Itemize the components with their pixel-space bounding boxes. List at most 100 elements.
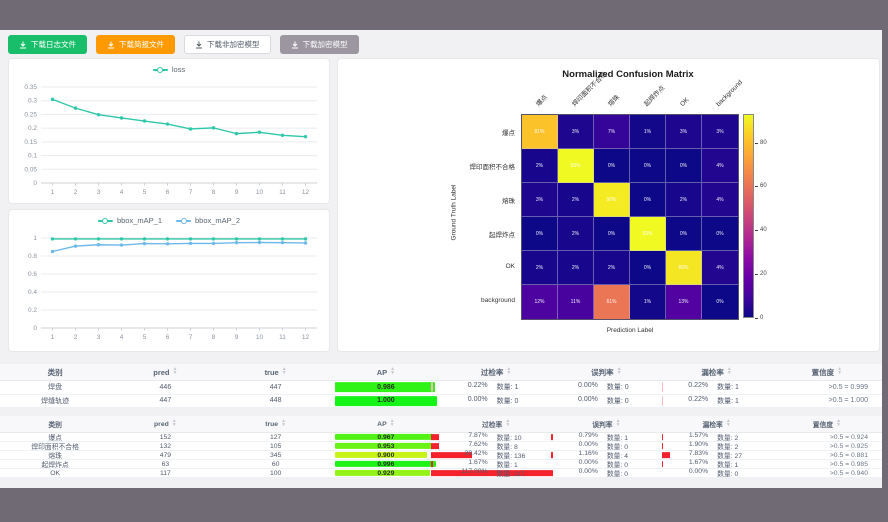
sort-caret-icon[interactable]: ▲ ▼ — [172, 366, 178, 376]
rate-value: 0.00% 数量: 0 — [578, 459, 629, 469]
ap-value: 0.967 — [377, 433, 395, 441]
table-row: 焊缝轨迹 447 448 1.000 0.00% 数量: 0 0.00% 数量: 0 0.22%… — [0, 395, 882, 408]
results-table-1: 类别 pred ▲ ▼ true ▲ ▼ AP ▲ ▼ 过检率 ▲ ▼ 误判率 ▲ ▼ 漏检率 ▲ ▼ 置信度 ▲ ▼ 焊盘… — [0, 363, 882, 408]
matrix-cell: 0% — [630, 183, 666, 217]
table-row: 焊盘 446 447 0.986 0.22% 数量: 1 0.00% 数量: 0 0.22% 数量… — [0, 381, 882, 395]
ap-bar — [334, 469, 430, 477]
rate-value: 7.83% 数量: 27 — [688, 450, 743, 460]
sort-caret-icon[interactable]: ▲ ▼ — [726, 366, 732, 376]
col-header-pred[interactable]: pred ▲ ▼ — [153, 366, 178, 377]
confusion-matrix-x-axis-label: Prediction Label — [606, 327, 654, 334]
sort-caret-icon[interactable]: ▲ ▼ — [725, 418, 731, 428]
matrix-cell: 89% — [666, 251, 702, 285]
cell-miss-rate: 1.57% 数量: 2 — [661, 432, 772, 442]
cell-miss-rate: 1.67% 数量: 1 — [661, 459, 772, 469]
download-report-button[interactable]: 下载简报文件 — [96, 35, 175, 54]
col-header-over[interactable]: 过检率 ▲ ▼ — [481, 418, 511, 429]
rate-value: 1.57% 数量: 2 — [688, 432, 739, 442]
sort-caret-icon[interactable]: ▲ ▼ — [389, 418, 395, 428]
cell-misjudge-rate: 0.00% 数量: 0 — [551, 381, 661, 394]
col-header-true[interactable]: true ▲ ▼ — [264, 366, 287, 377]
sort-caret-icon[interactable]: ▲ ▼ — [615, 418, 621, 428]
legend-item-bbox-map-1[interactable]: bbox_mAP_1 — [97, 216, 162, 225]
matrix-cell: 2% — [522, 149, 558, 183]
matrix-row-label: 熔珠 — [502, 198, 515, 205]
sort-caret-icon[interactable]: ▲ ▼ — [837, 366, 843, 376]
colorbar-tick-mark — [755, 142, 758, 144]
cell-ap: 0.900 — [331, 451, 441, 459]
col-header-over[interactable]: 过检率 ▲ ▼ — [480, 366, 512, 377]
cell-over-rate: 39.42% 数量: 136 — [431, 450, 551, 460]
sort-caret-icon[interactable]: ▲ ▼ — [506, 366, 512, 376]
col-header-miss[interactable]: 漏检率 ▲ ▼ — [701, 366, 732, 377]
col-header-conf[interactable]: 置信度 ▲ ▼ — [811, 366, 843, 377]
col-header-ap[interactable]: AP ▲ ▼ — [377, 418, 395, 428]
download-icon — [291, 41, 298, 48]
sort-caret-icon[interactable]: ▲ ▼ — [281, 366, 287, 376]
rate-value: 0.22% 数量: 1 — [688, 395, 739, 405]
matrix-cell: 1% — [630, 285, 666, 319]
ap-bar — [334, 382, 436, 393]
svg-text:1: 1 — [51, 334, 55, 341]
cell-over-rate: 0.00% 数量: 0 — [441, 395, 551, 408]
rate-value: 0.79% 数量: 1 — [578, 432, 629, 442]
sort-caret-icon[interactable]: ▲ ▼ — [281, 418, 287, 428]
colorbar-tick-label: 80 — [760, 139, 767, 146]
sort-caret-icon[interactable]: ▲ ▼ — [390, 366, 396, 376]
rate-bar — [431, 461, 433, 467]
ap-bar — [334, 442, 432, 450]
colorbar-tick-mark — [755, 318, 758, 319]
matrix-cell: 2% — [666, 183, 702, 217]
legend-item-loss[interactable]: loss — [152, 65, 185, 74]
legend-item-bbox-map-2[interactable]: bbox_mAP_2 — [176, 216, 240, 225]
svg-text:2: 2 — [74, 189, 78, 196]
ap-bar — [334, 395, 437, 406]
col-header-mis[interactable]: 误判率 ▲ ▼ — [592, 418, 621, 429]
download-unencrypted-model-button[interactable]: 下载非加密模型 — [184, 35, 271, 54]
matrix-column-label: 起焊炸点 — [643, 84, 667, 108]
sort-caret-icon[interactable]: ▲ ▼ — [616, 366, 622, 376]
svg-text:12: 12 — [302, 334, 310, 341]
svg-text:4: 4 — [120, 334, 124, 341]
col-header-miss[interactable]: 漏检率 ▲ ▼ — [702, 418, 731, 429]
cell-misjudge-rate: 1.16% 数量: 4 — [551, 450, 661, 460]
confusion-matrix-y-axis-label: Ground Truth Label — [450, 184, 458, 241]
cell-ap: 1.000 — [331, 395, 441, 408]
download-icon — [196, 41, 202, 48]
rate-bar — [661, 434, 664, 440]
cell-miss-rate: 0.00% 数量: 0 — [662, 468, 772, 478]
svg-text:0.3: 0.3 — [28, 98, 37, 105]
matrix-cell: 61% — [594, 285, 630, 319]
rate-value: 0.00% 数量: 0 — [578, 468, 629, 478]
col-header-true[interactable]: true ▲ ▼ — [265, 418, 287, 428]
legend-label: bbox_mAP_1 — [116, 216, 162, 225]
col-header-ap[interactable]: AP ▲ ▼ — [376, 366, 396, 377]
matrix-cell: 3% — [666, 115, 702, 149]
table-row: 焊印面积不合格 132 105 0.953 7.62% 数量: 8 0.00% 数量: 0 1.… — [0, 441, 882, 451]
rate-value: 1.16% 数量: 4 — [578, 450, 629, 460]
sort-caret-icon[interactable]: ▲ ▼ — [171, 418, 177, 428]
col-header-pred[interactable]: pred ▲ ▼ — [154, 418, 177, 428]
rate-bar — [661, 452, 670, 458]
cell-ap: 0.929 — [331, 469, 441, 477]
matrix-cell: 4% — [702, 251, 738, 285]
download-encrypted-model-button[interactable]: 下载加密模型 — [279, 35, 359, 54]
svg-text:0.1: 0.1 — [28, 153, 37, 160]
download-log-button[interactable]: 下载日志文件 — [8, 35, 87, 54]
matrix-cell: 7% — [594, 115, 630, 149]
cell-class: 爆点 — [48, 435, 62, 442]
cell-misjudge-rate: 0.00% 数量: 0 — [551, 441, 661, 451]
sort-caret-icon[interactable]: ▲ ▼ — [505, 418, 511, 428]
svg-text:0.2: 0.2 — [28, 307, 37, 314]
svg-text:0.6: 0.6 — [28, 271, 37, 278]
col-header-conf[interactable]: 置信度 ▲ ▼ — [812, 418, 842, 429]
cell-pred: 152 — [159, 433, 172, 441]
matrix-cell: 0% — [666, 217, 702, 251]
svg-text:2: 2 — [74, 334, 78, 341]
col-header-name: 类别 — [47, 367, 63, 377]
sort-caret-icon[interactable]: ▲ ▼ — [836, 418, 842, 428]
rate-bar — [431, 470, 553, 476]
cell-over-rate: 7.87% 数量: 10 — [431, 432, 551, 442]
cell-pred: 479 — [159, 451, 172, 459]
col-header-mis[interactable]: 误判率 ▲ ▼ — [591, 366, 622, 377]
